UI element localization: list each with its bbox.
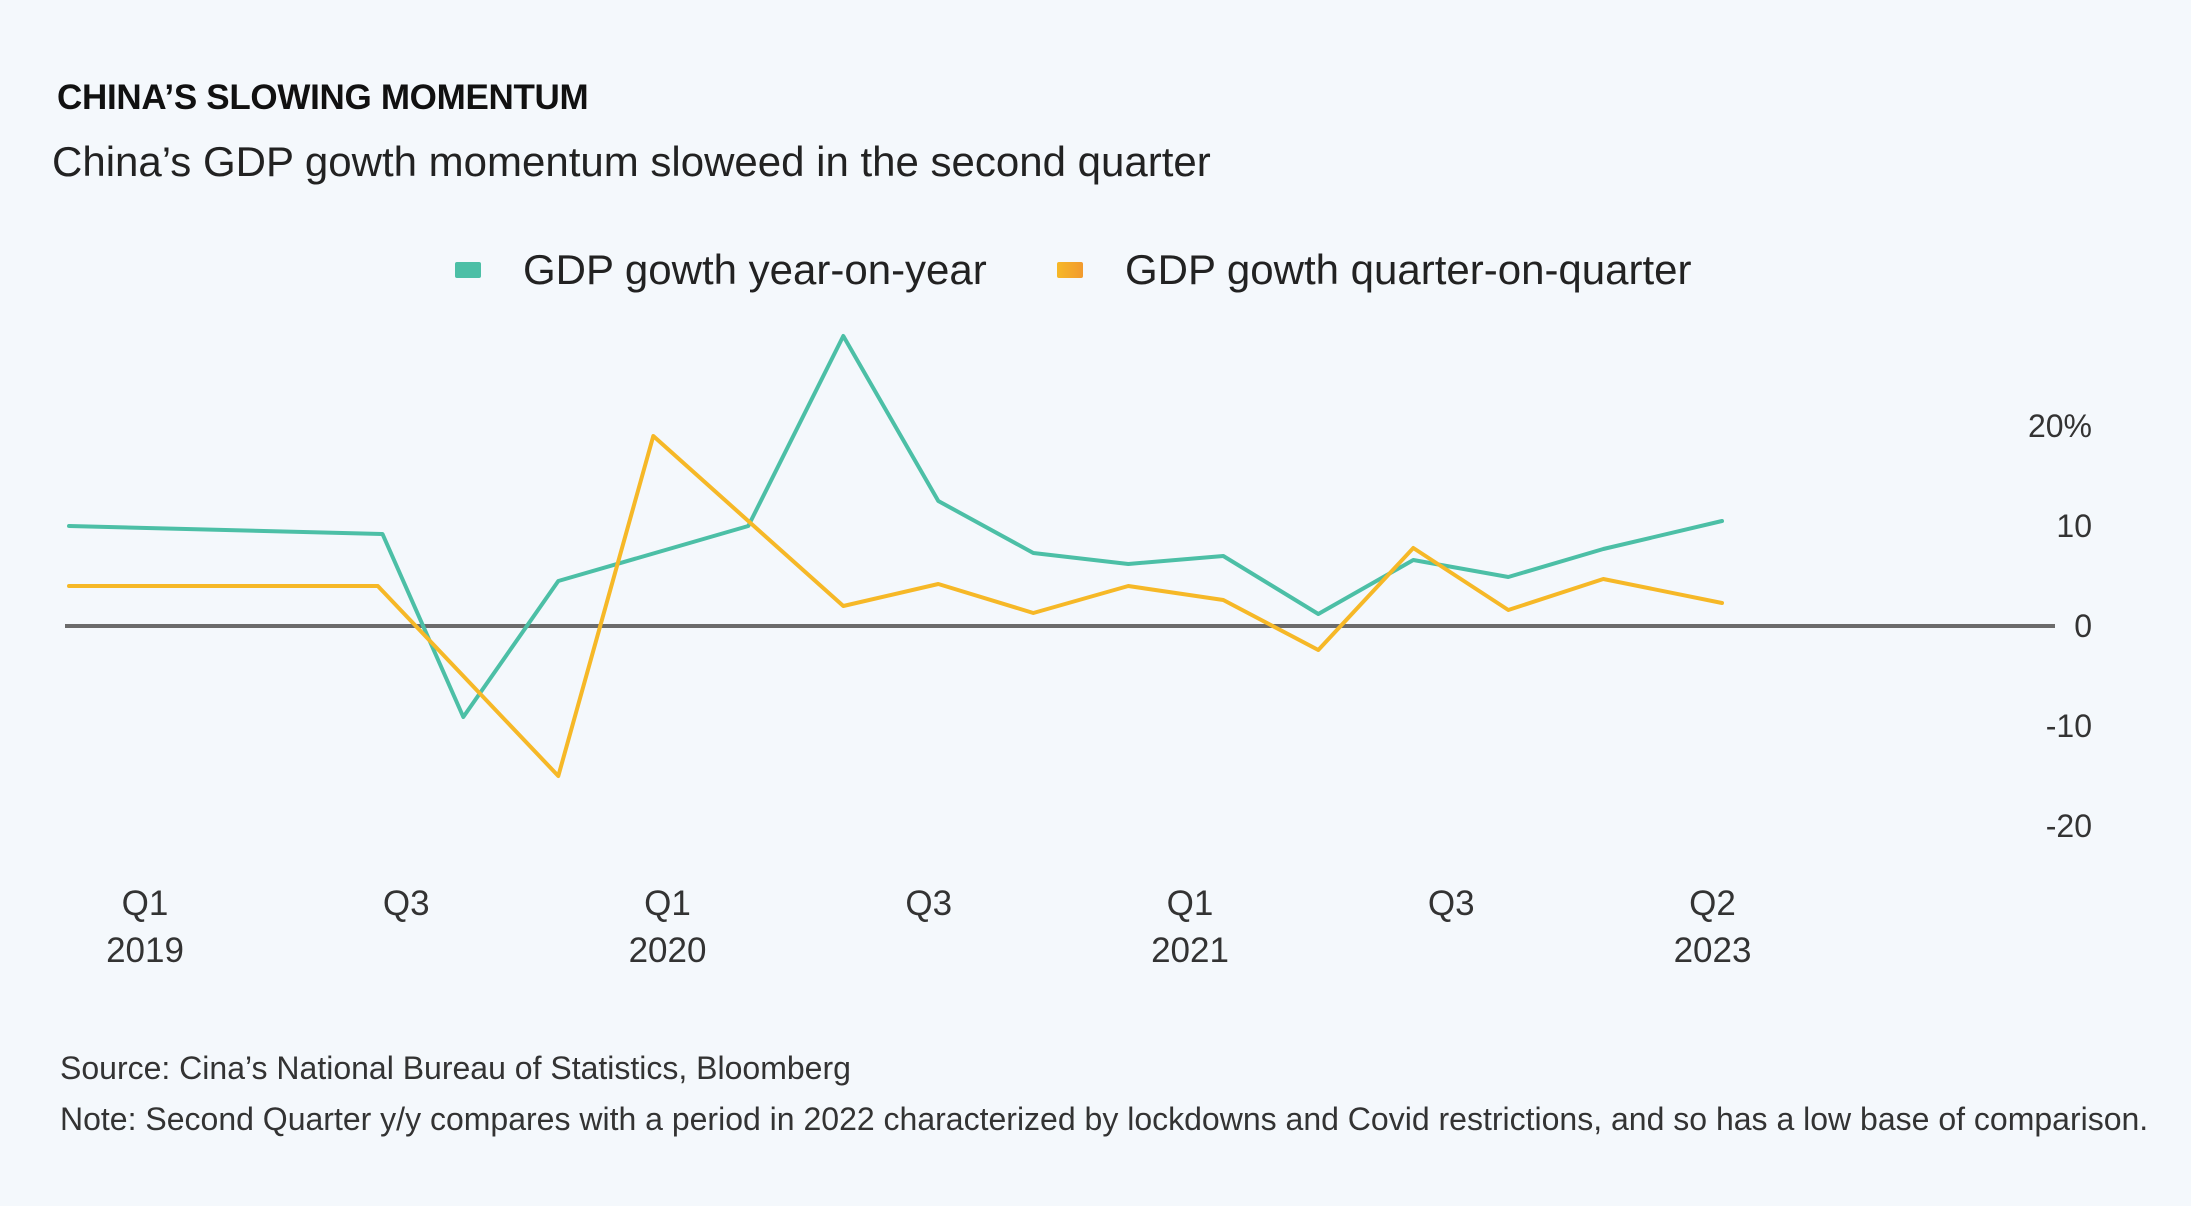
source-note: Source: Cina’s National Bureau of Statis…: [60, 1050, 851, 1086]
footnote: Note: Second Quarter y/y compares with a…: [60, 1101, 2149, 1137]
x-tick-label: Q3: [383, 884, 430, 923]
x-tick-label: Q3: [1428, 884, 1475, 923]
y-tick-label: -10: [2046, 708, 2092, 744]
y-tick-label: 10: [2056, 508, 2092, 544]
x-tick-label: Q3: [905, 884, 952, 923]
chart-subtitle: China’s GDP gowth momentum sloweed in th…: [52, 138, 1211, 185]
y-axis-ticks: 20% 10 0 -10 -20: [2028, 408, 2092, 844]
legend-item-qoq: GDP gowth quarter-on-quarter: [1057, 242, 1692, 298]
x-tick-label: 2023: [1674, 931, 1752, 970]
x-tick-label: Q2: [1689, 884, 1736, 923]
x-tick-label: 2019: [106, 931, 184, 970]
x-tick-label: 2021: [1151, 931, 1229, 970]
y-tick-label: 0: [2074, 608, 2092, 644]
y-tick-label: 20%: [2028, 408, 2092, 444]
x-tick-label: Q1: [1167, 884, 1214, 923]
chart-title: CHINA’S SLOWING MOMENTUM: [57, 78, 589, 117]
legend-swatch-qoq: [1057, 262, 1083, 278]
x-axis-ticks: Q1 2019 Q3 Q1 2020 Q3 Q1 2021 Q3 Q2 2023: [106, 884, 1751, 970]
y-tick-label: -20: [2046, 808, 2092, 844]
legend: GDP gowth year-on-year GDP gowth quarter…: [0, 242, 2191, 298]
series-line-year-on-year: [67, 334, 1724, 719]
x-tick-label: Q1: [122, 884, 169, 923]
legend-label-qoq: GDP gowth quarter-on-quarter: [1125, 246, 1692, 293]
series-line-quarter-on-quarter: [67, 434, 1724, 778]
x-tick-label: Q1: [644, 884, 691, 923]
series-lines: [67, 334, 1724, 778]
legend-swatch-yoy: [455, 262, 481, 278]
legend-label-yoy: GDP gowth year-on-year: [523, 246, 987, 293]
x-tick-label: 2020: [629, 931, 707, 970]
legend-item-yoy: GDP gowth year-on-year: [455, 242, 987, 298]
